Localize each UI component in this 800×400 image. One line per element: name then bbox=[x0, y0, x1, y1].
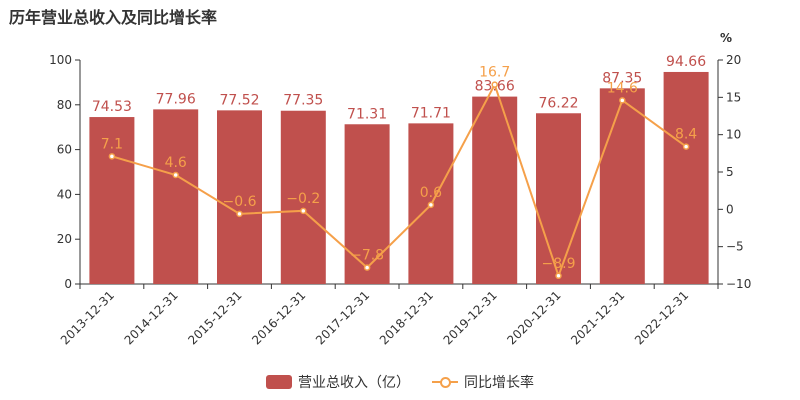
bar-value-label: 71.31 bbox=[347, 106, 387, 122]
growth-value-label: −7.8 bbox=[350, 248, 384, 264]
revenue-bar bbox=[89, 117, 135, 285]
growth-point bbox=[619, 97, 626, 104]
x-tick-label: 2020-12-31 bbox=[504, 288, 563, 347]
revenue-bar bbox=[472, 96, 518, 285]
y-right-tick-label: 20 bbox=[726, 53, 741, 67]
y-right-tick-label: −5 bbox=[726, 240, 744, 254]
y-right-tick-label: 15 bbox=[726, 90, 741, 104]
x-tick-label: 2013-12-31 bbox=[58, 288, 117, 347]
bar-value-label: 76.22 bbox=[538, 95, 578, 111]
growth-point bbox=[172, 171, 179, 179]
x-tick-label: 2022-12-31 bbox=[632, 288, 691, 347]
revenue-bar bbox=[599, 88, 645, 284]
revenue-bar bbox=[153, 109, 199, 284]
growth-value-label: −0.2 bbox=[286, 191, 320, 207]
growth-point bbox=[363, 264, 371, 271]
growth-point bbox=[682, 143, 690, 150]
growth-point bbox=[491, 81, 498, 88]
x-tick-label: 2014-12-31 bbox=[122, 288, 181, 347]
legend: 营业总收入（亿） 同比增长率 bbox=[0, 372, 800, 392]
bar-value-label: 94.66 bbox=[666, 54, 706, 70]
legend-label-growth: 同比增长率 bbox=[464, 375, 534, 391]
growth-point bbox=[236, 210, 243, 218]
y-right-unit-label: % bbox=[720, 31, 732, 45]
growth-value-label: 4.6 bbox=[165, 155, 187, 171]
legend-item-revenue[interactable]: 营业总收入（亿） bbox=[266, 372, 410, 392]
y-left-tick-label: 100 bbox=[49, 53, 72, 67]
growth-value-label: 8.4 bbox=[675, 127, 697, 143]
bar-value-label: 74.53 bbox=[92, 99, 132, 115]
y-right-tick-label: 10 bbox=[726, 128, 741, 142]
x-tick-label: 2021-12-31 bbox=[568, 288, 627, 347]
y-left-tick-label: 0 bbox=[64, 277, 72, 291]
y-right-tick-label: −10 bbox=[726, 277, 751, 291]
growth-point bbox=[427, 201, 435, 209]
revenue-bar bbox=[663, 71, 709, 284]
bar-value-label: 87.35 bbox=[602, 70, 642, 86]
revenue-bar bbox=[280, 110, 326, 285]
y-left-tick-label: 80 bbox=[57, 98, 72, 112]
y-left-tick-label: 60 bbox=[57, 143, 72, 157]
growth-line bbox=[111, 82, 687, 279]
growth-value-label: −0.6 bbox=[223, 194, 257, 210]
growth-value-label: 7.1 bbox=[101, 136, 123, 152]
growth-value-label: 16.7 bbox=[479, 65, 510, 81]
x-tick-label: 2015-12-31 bbox=[185, 288, 244, 347]
bar-value-label: 71.71 bbox=[411, 105, 451, 121]
bar-value-label: 77.96 bbox=[156, 91, 196, 107]
revenue-bar bbox=[344, 124, 390, 285]
legend-item-growth[interactable]: 同比增长率 bbox=[432, 372, 534, 392]
legend-line-swatch bbox=[432, 375, 458, 389]
growth-point bbox=[555, 272, 562, 280]
y-right-tick-label: 0 bbox=[726, 202, 734, 216]
x-tick-label: 2019-12-31 bbox=[441, 288, 500, 347]
legend-label-revenue: 营业总收入（亿） bbox=[298, 375, 410, 391]
y-right-tick-label: 5 bbox=[726, 165, 734, 179]
revenue-bar bbox=[217, 110, 262, 285]
growth-point bbox=[300, 207, 307, 215]
growth-point bbox=[108, 153, 116, 160]
bar-value-label: 77.52 bbox=[219, 92, 259, 108]
chart-title: 历年营业总收入及同比增长率 bbox=[9, 8, 218, 27]
x-tick-label: 2016-12-31 bbox=[249, 288, 308, 347]
y-left-tick-label: 20 bbox=[57, 232, 72, 246]
bar-value-label: 83.66 bbox=[475, 79, 515, 95]
growth-value-label: 0.6 bbox=[420, 185, 442, 201]
growth-value-label: 14.6 bbox=[607, 80, 638, 96]
y-left-tick-label: 40 bbox=[57, 187, 72, 201]
growth-value-label: −8.9 bbox=[542, 256, 576, 272]
x-tick-label: 2018-12-31 bbox=[377, 288, 436, 347]
bar-value-label: 77.35 bbox=[283, 93, 323, 109]
legend-bar-swatch bbox=[266, 375, 292, 389]
revenue-bar bbox=[536, 113, 581, 284]
x-tick-label: 2017-12-31 bbox=[313, 288, 372, 347]
